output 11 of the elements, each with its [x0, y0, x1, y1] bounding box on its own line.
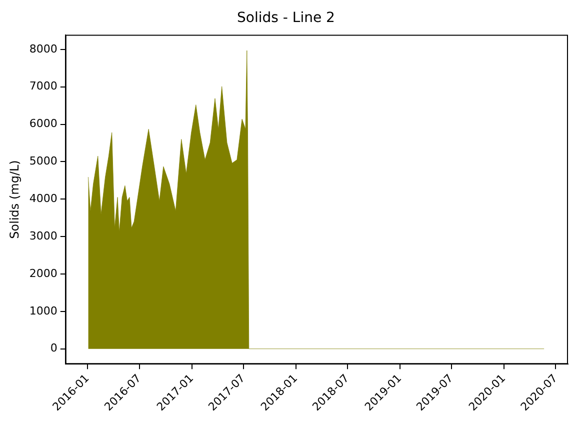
y-tick-label: 3000 — [29, 229, 58, 242]
chart-title: Solids - Line 2 — [237, 10, 335, 26]
y-axis-title: Solids (mg/L) — [7, 160, 22, 239]
y-tick-label: 2000 — [29, 266, 58, 280]
y-tick-label: 8000 — [29, 42, 58, 56]
y-tick-label: 6000 — [29, 117, 58, 130]
y-tick-label: 7000 — [29, 80, 58, 93]
y-tick-label: 4000 — [29, 192, 58, 205]
y-tick-label: 0 — [50, 342, 58, 355]
y-tick-label: 1000 — [29, 304, 58, 318]
y-tick-label: 5000 — [29, 154, 58, 168]
